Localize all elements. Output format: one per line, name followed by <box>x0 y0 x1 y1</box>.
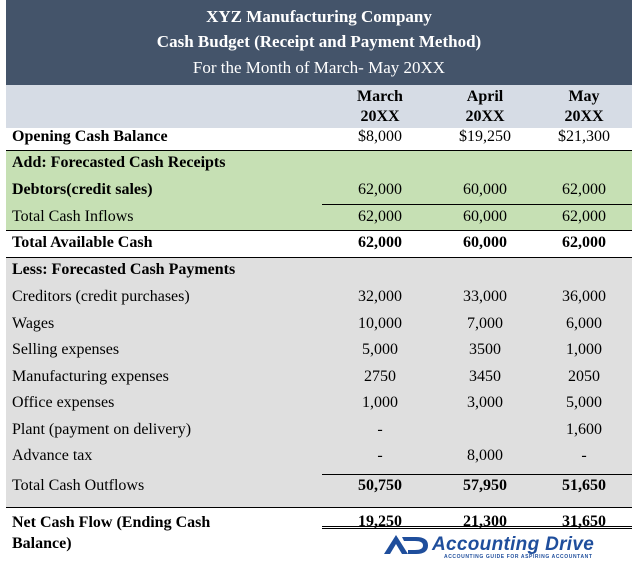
cell-may: 5,000 <box>566 394 602 411</box>
cell-may: 31,650 <box>562 513 606 530</box>
row-label: Plant (payment on delivery) <box>12 420 192 438</box>
cell-march: - <box>377 420 383 438</box>
total-outflows-row: Total Cash Outflows 50,750 57,950 51,650 <box>6 470 632 500</box>
row-label: Wages <box>12 314 55 332</box>
column-march: March 20XX <box>357 88 403 125</box>
row-label: Total Available Cash <box>12 234 153 251</box>
table-row: Wages 10,000 7,000 6,000 <box>6 311 632 338</box>
row-label: Creditors (credit purchases) <box>12 288 190 305</box>
table-row: Manufacturing expenses 2750 3450 2050 <box>6 364 632 391</box>
cell-march: 5,000 <box>362 341 398 358</box>
logo-name: Accounting Drive <box>432 534 595 555</box>
section-heading: Less: Forecasted Cash Payments <box>12 261 236 278</box>
cell-march: 32,000 <box>358 288 402 305</box>
cell-may: - <box>581 447 587 464</box>
cell-may: 36,000 <box>562 288 606 305</box>
logo-mark-icon <box>384 535 428 554</box>
table-row: Office expenses 1,000 3,000 5,000 <box>6 390 632 417</box>
cell-march: - <box>377 447 383 464</box>
column-april: April 20XX <box>465 88 505 125</box>
table-row: Creditors (credit purchases) 32,000 33,0… <box>6 284 632 311</box>
divider <box>6 507 632 508</box>
receipts-heading-row: Add: Forecasted Cash Receipts <box>6 150 632 177</box>
cell-march: 50,750 <box>358 476 402 494</box>
cell-may: 1,600 <box>566 420 602 438</box>
table-row: Selling expenses 5,000 3500 1,000 <box>6 337 632 364</box>
cell-march: 62,000 <box>358 181 402 198</box>
divider <box>6 230 632 231</box>
cell-april: 60,000 <box>463 208 507 225</box>
subtotal-rule <box>322 474 632 475</box>
cell-april: 8,000 <box>467 447 503 464</box>
cell-march: 2750 <box>364 367 396 385</box>
company-name: XYZ Manufacturing Company <box>206 7 432 26</box>
receipts-section: Add: Forecasted Cash Receipts Debtors(cr… <box>6 150 632 230</box>
column-may: May 20XX <box>564 88 604 125</box>
cell-may: 51,650 <box>562 476 606 494</box>
table-row: Advance tax - 8,000 - <box>6 443 632 470</box>
cell-april: 60,000 <box>463 234 507 251</box>
net-cash-flow-row: Net Cash Flow (Ending Cash Balance) 19,2… <box>6 507 632 553</box>
column-headers: March 20XX April 20XX May 20XX <box>6 85 632 128</box>
row-label: Selling expenses <box>12 341 120 358</box>
row-label: Total Cash Outflows <box>12 476 145 494</box>
row-label: Office expenses <box>12 394 115 411</box>
payments-section: Less: Forecasted Cash Payments Creditors… <box>6 257 632 507</box>
divider <box>6 150 632 151</box>
cell-april: 7,000 <box>467 314 503 332</box>
table-row: Plant (payment on delivery) - 1,600 <box>6 417 632 444</box>
cell-march: $8,000 <box>358 128 402 145</box>
cell-may: 62,000 <box>562 234 606 251</box>
cell-may: 1,000 <box>566 341 602 358</box>
cell-april: 3500 <box>469 341 501 358</box>
opening-balance-row: Opening Cash Balance $8,000 $19,250 $21,… <box>6 128 632 150</box>
cell-march: 62,000 <box>358 234 402 251</box>
total-double-rule <box>322 526 632 529</box>
cash-budget-table: XYZ Manufacturing Company Cash Budget (R… <box>6 0 632 553</box>
row-label: Advance tax <box>12 447 93 464</box>
cell-march: 62,000 <box>358 208 402 225</box>
cell-april: 33,000 <box>463 288 507 305</box>
cell-april: 21,300 <box>463 513 507 530</box>
payments-heading-row: Less: Forecasted Cash Payments <box>6 257 632 284</box>
row-label: Debtors(credit sales) <box>12 181 153 198</box>
debtors-row: Debtors(credit sales) 62,000 60,000 62,0… <box>6 177 632 204</box>
cell-april: 57,950 <box>463 476 507 494</box>
row-label: Net Cash Flow (Ending Cash Balance) <box>12 514 211 552</box>
cell-may: 62,000 <box>562 208 606 225</box>
cell-may: 6,000 <box>566 314 602 332</box>
logo-tagline: ACCOUNTING GUIDE FOR ASPIRING ACCOUNTANT <box>444 554 593 560</box>
table-header: XYZ Manufacturing Company Cash Budget (R… <box>6 0 632 85</box>
total-available-row: Total Available Cash 62,000 60,000 62,00… <box>6 230 632 257</box>
cell-may: $21,300 <box>558 128 610 145</box>
cell-may: 2050 <box>568 367 600 385</box>
cell-april: $19,250 <box>459 128 511 145</box>
cell-april: 60,000 <box>463 181 507 198</box>
subtotal-rule <box>322 204 632 205</box>
budget-period: For the Month of March- May 20XX <box>192 58 446 77</box>
row-label: Total Cash Inflows <box>12 208 134 225</box>
section-heading: Add: Forecasted Cash Receipts <box>12 154 226 171</box>
total-inflows-row: Total Cash Inflows 62,000 60,000 62,000 <box>6 204 632 231</box>
cell-march: 10,000 <box>358 314 402 332</box>
row-label: Opening Cash Balance <box>12 128 168 145</box>
budget-title: Cash Budget (Receipt and Payment Method) <box>156 32 482 51</box>
cell-april: 3450 <box>469 367 501 385</box>
divider <box>6 257 632 258</box>
cell-march: 1,000 <box>362 394 398 411</box>
row-label: Manufacturing expenses <box>12 367 169 385</box>
cell-may: 62,000 <box>562 181 606 198</box>
cell-april: 3,000 <box>467 394 503 411</box>
cell-march: 19,250 <box>358 513 402 530</box>
accounting-drive-logo: Accounting Drive ACCOUNTING GUIDE FOR AS… <box>382 533 628 563</box>
